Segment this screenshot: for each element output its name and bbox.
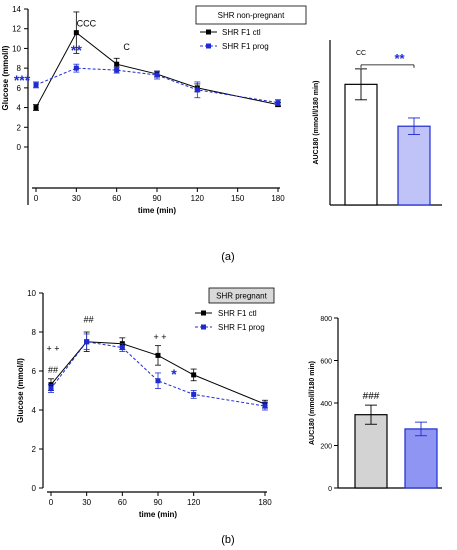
- significance-annotation: ***: [14, 72, 31, 88]
- data-point: [191, 391, 197, 397]
- y-axis-label: AUC180 (mmol/l/180 min): [313, 80, 320, 164]
- x-tick-label: 180: [271, 194, 285, 203]
- y-tick-label: 8: [17, 64, 22, 73]
- significance-annotation: ###: [363, 391, 380, 402]
- y-tick-label: 10: [12, 44, 21, 53]
- significance-annotation: **: [71, 42, 82, 58]
- y-tick-label: 2: [32, 445, 37, 454]
- x-tick-label: 150: [231, 194, 245, 203]
- significance-annotation: ##: [84, 314, 94, 324]
- x-tick-label: 120: [191, 194, 205, 203]
- legend-entry: SHR F1 prog: [218, 323, 265, 332]
- data-point: [73, 30, 79, 36]
- y-tick-label: 6: [17, 84, 22, 93]
- x-tick-label: 90: [154, 498, 163, 507]
- y-tick-label: 600: [320, 359, 332, 366]
- panel-b-bar-chart: 0 200 400 600 800 AUC180 (mmol/l/180 min) ###: [309, 316, 442, 493]
- data-point: [155, 352, 161, 358]
- panel-a-bar-chart: AUC180 (mmol/l/180 min) CC **: [313, 40, 442, 206]
- significance-annotation: CCC: [77, 19, 97, 29]
- y-tick-label: 800: [320, 316, 332, 323]
- data-point: [33, 82, 39, 88]
- legend-marker: [201, 310, 206, 316]
- y-tick-label: 400: [320, 401, 332, 408]
- x-tick-label: 60: [118, 498, 127, 507]
- significance-annotation: ##: [48, 365, 58, 375]
- bar: [397, 125, 431, 206]
- x-tick-label: 60: [112, 194, 121, 203]
- significance-annotation: C: [123, 42, 130, 52]
- panel-b-line-chart: 0 2 4 6 8 10 0 30 60 90 120 180 time (min) Glucose (m…: [16, 287, 275, 519]
- data-point: [73, 65, 79, 71]
- significance-annotation: **: [394, 51, 405, 66]
- series-line: [35, 31, 279, 108]
- y-tick-label: 0: [328, 486, 332, 493]
- significance-annotation: *: [171, 366, 177, 382]
- legend-title-box: [195, 5, 307, 25]
- bar: [344, 83, 378, 206]
- data-point: [191, 372, 197, 378]
- x-tick-label: 180: [258, 498, 272, 507]
- y-tick-label: 4: [32, 406, 37, 415]
- panel-label-b: (b): [221, 534, 234, 546]
- y-tick-label: 6: [32, 367, 37, 376]
- series-line: [35, 67, 279, 104]
- y-tick-label: 8: [32, 328, 37, 337]
- x-axis-label: time (min): [138, 206, 177, 215]
- significance-annotation: CC: [356, 50, 366, 57]
- legend-title: SHR non-pregnant: [218, 11, 285, 20]
- legend-entry: SHR F1 ctl: [218, 309, 257, 318]
- legend-entry: SHR F1 prog: [222, 42, 269, 51]
- x-tick-label: 30: [82, 498, 91, 507]
- x-tick-label: 0: [49, 498, 54, 507]
- data-point: [84, 339, 90, 345]
- legend-marker: [201, 324, 206, 330]
- legend-title: SHR pregnant: [216, 292, 267, 301]
- panel-label-a: (a): [221, 251, 234, 263]
- significance-annotation: + +: [46, 344, 59, 354]
- bar: [404, 428, 438, 489]
- legend-marker: [206, 29, 211, 35]
- bar: [354, 414, 388, 489]
- legend-entry: SHR F1 ctl: [222, 28, 261, 37]
- y-tick-label: 0: [32, 484, 37, 493]
- data-point: [155, 378, 161, 384]
- y-tick-label: 2: [17, 123, 22, 132]
- y-tick-label: 0: [17, 143, 22, 152]
- data-point: [262, 403, 268, 409]
- data-point: [154, 72, 160, 78]
- series-line: [50, 341, 266, 405]
- x-axis-label: time (min): [139, 510, 178, 519]
- x-tick-label: 120: [187, 498, 201, 507]
- significance-annotation: + +: [153, 332, 166, 342]
- data-point: [119, 345, 125, 351]
- y-axis-label: Glucose (mmol/l): [1, 45, 10, 110]
- data-point: [194, 87, 200, 93]
- y-tick-label: 14: [12, 5, 21, 14]
- panel-a-line-chart: 0 2 4 6 8 10 12 14 0 30 60 90 120 150 180 time (min) Glu…: [1, 5, 307, 215]
- x-tick-label: 30: [72, 194, 81, 203]
- data-point: [33, 105, 39, 111]
- y-tick-label: 200: [320, 444, 332, 451]
- x-tick-label: 0: [34, 194, 39, 203]
- data-point: [275, 100, 281, 106]
- y-axis-label: AUC180 (mmol/l/180 min): [309, 361, 316, 445]
- x-tick-label: 90: [153, 194, 162, 203]
- data-point: [114, 61, 120, 67]
- y-tick-label: 12: [12, 25, 21, 34]
- legend-marker: [206, 43, 211, 49]
- data-point: [48, 386, 54, 392]
- y-tick-label: 10: [27, 289, 36, 298]
- y-axis-label: Glucose (mmol/l): [16, 358, 25, 423]
- legend-title-box: [208, 287, 275, 304]
- data-point: [114, 67, 120, 73]
- y-tick-label: 4: [17, 104, 22, 113]
